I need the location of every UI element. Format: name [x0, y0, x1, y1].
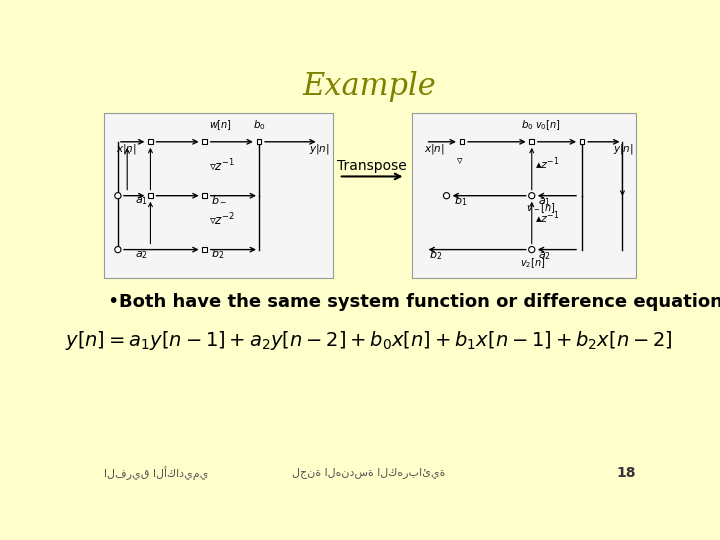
- Text: $b_-$: $b_-$: [211, 195, 227, 205]
- Circle shape: [528, 193, 535, 199]
- Text: $b_2$: $b_2$: [211, 247, 224, 261]
- Text: $x|n|$: $x|n|$: [424, 141, 445, 156]
- Bar: [256, 139, 261, 144]
- Text: $\mathbf{\triangledown}z^{-2}$: $\mathbf{\triangledown}z^{-2}$: [209, 212, 235, 227]
- Text: $\mathbf{\triangledown}$: $\mathbf{\triangledown}$: [456, 156, 464, 166]
- FancyBboxPatch shape: [412, 112, 636, 278]
- Bar: [580, 139, 585, 144]
- Bar: [202, 139, 207, 144]
- Bar: [148, 139, 153, 144]
- Bar: [148, 193, 153, 198]
- Text: $a_2$: $a_2$: [135, 249, 148, 261]
- Text: $a_1$: $a_1$: [538, 196, 551, 208]
- Text: $a_1$: $a_1$: [135, 195, 148, 207]
- Text: •: •: [107, 293, 118, 312]
- Text: لجنة الهندسة الكهربائية: لجنة الهندسة الكهربائية: [292, 468, 446, 478]
- Text: $x|n|$: $x|n|$: [117, 141, 137, 156]
- Text: Example: Example: [302, 71, 436, 102]
- Circle shape: [114, 193, 121, 199]
- Text: $y[n]=a_1 y[n-1]+a_2 y[n-2]+b_0 x[n]+b_1 x[n-1]+b_2 x[n-2]$: $y[n]=a_1 y[n-1]+a_2 y[n-2]+b_0 x[n]+b_1…: [65, 329, 673, 352]
- Text: $b_2$: $b_2$: [429, 248, 443, 262]
- Circle shape: [114, 247, 121, 253]
- Bar: [529, 139, 534, 144]
- Text: $b_1$: $b_1$: [454, 194, 467, 208]
- Text: $w[n]$: $w[n]$: [209, 118, 232, 132]
- Text: $v_0[n]$: $v_0[n]$: [535, 118, 560, 132]
- Text: Both have the same system function or difference equation: Both have the same system function or di…: [120, 293, 720, 311]
- Text: $v_2[n]$: $v_2[n]$: [520, 256, 546, 271]
- Text: $v_-[n]$: $v_-[n]$: [526, 201, 555, 215]
- Text: $b_0$: $b_0$: [253, 118, 266, 132]
- Text: $y|n|$: $y|n|$: [310, 141, 330, 156]
- Text: الفريق الأكاديمي: الفريق الأكاديمي: [104, 466, 208, 480]
- Text: $\mathbf{\triangledown}z^{-1}$: $\mathbf{\triangledown}z^{-1}$: [209, 158, 235, 173]
- Text: $\mathbf{\blacktriangle}z^{-1}$: $\mathbf{\blacktriangle}z^{-1}$: [535, 156, 559, 172]
- Text: $a_2$: $a_2$: [538, 250, 551, 262]
- Text: 18: 18: [617, 466, 636, 480]
- Text: $y|n|$: $y|n|$: [613, 141, 634, 156]
- FancyBboxPatch shape: [104, 112, 333, 278]
- Bar: [202, 247, 207, 252]
- Circle shape: [444, 193, 449, 199]
- Bar: [459, 139, 464, 144]
- Circle shape: [528, 247, 535, 253]
- Text: Transpose: Transpose: [337, 159, 407, 173]
- Bar: [202, 193, 207, 198]
- Text: $\mathbf{\blacktriangle}z^{-1}$: $\mathbf{\blacktriangle}z^{-1}$: [535, 210, 559, 226]
- Text: $b_0$: $b_0$: [521, 118, 534, 132]
